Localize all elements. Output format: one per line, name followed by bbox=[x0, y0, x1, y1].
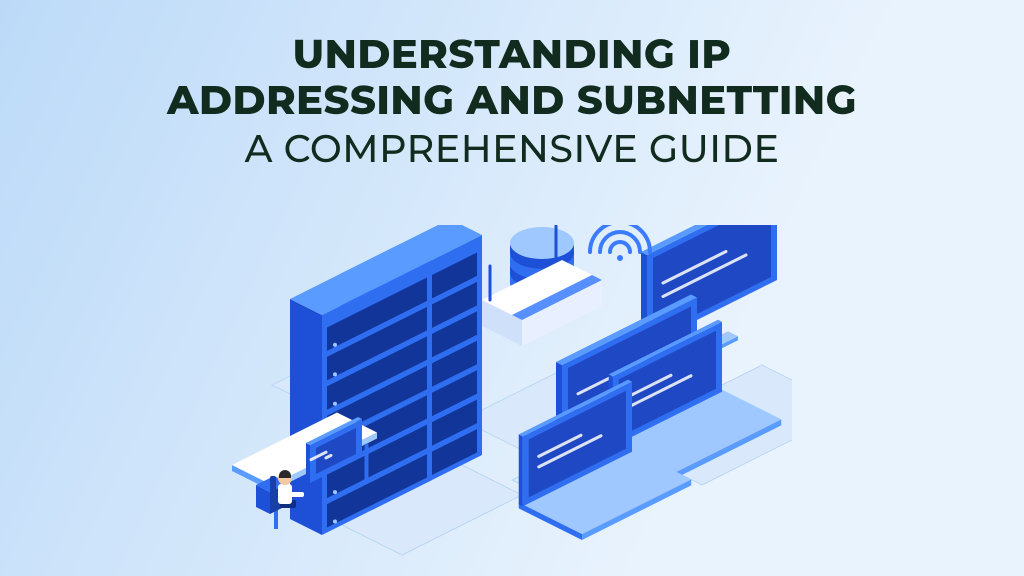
title-block: UNDERSTANDING IP ADDRESSING AND SUBNETTI… bbox=[52, 32, 972, 172]
network-illustration bbox=[232, 225, 792, 565]
title-line-2: ADDRESSING AND SUBNETTING bbox=[52, 78, 972, 124]
title-line-3: A COMPREHENSIVE GUIDE bbox=[52, 126, 972, 172]
title-line-1: UNDERSTANDING IP bbox=[52, 32, 972, 78]
